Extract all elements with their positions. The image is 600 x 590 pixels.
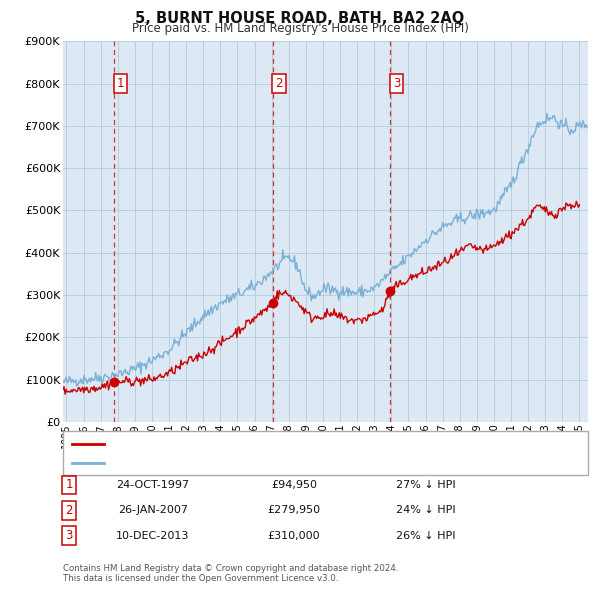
Text: 1: 1 <box>65 478 73 491</box>
Text: 24-OCT-1997: 24-OCT-1997 <box>116 480 190 490</box>
Text: 2: 2 <box>275 77 283 90</box>
Text: 5, BURNT HOUSE ROAD, BATH, BA2 2AQ (detached house): 5, BURNT HOUSE ROAD, BATH, BA2 2AQ (deta… <box>110 439 414 449</box>
Text: Contains HM Land Registry data © Crown copyright and database right 2024.
This d: Contains HM Land Registry data © Crown c… <box>63 563 398 583</box>
Text: 3: 3 <box>393 77 400 90</box>
Text: 1: 1 <box>117 77 125 90</box>
Text: £279,950: £279,950 <box>268 506 320 515</box>
Text: £94,950: £94,950 <box>271 480 317 490</box>
Text: 2: 2 <box>65 504 73 517</box>
Text: 24% ↓ HPI: 24% ↓ HPI <box>396 506 455 515</box>
Text: 26-JAN-2007: 26-JAN-2007 <box>118 506 188 515</box>
Text: 3: 3 <box>65 529 73 542</box>
Text: 26% ↓ HPI: 26% ↓ HPI <box>396 531 455 540</box>
Text: 27% ↓ HPI: 27% ↓ HPI <box>396 480 455 490</box>
Text: HPI: Average price, detached house, Bath and North East Somerset: HPI: Average price, detached house, Bath… <box>110 458 461 467</box>
Text: 10-DEC-2013: 10-DEC-2013 <box>116 531 190 540</box>
Text: Price paid vs. HM Land Registry's House Price Index (HPI): Price paid vs. HM Land Registry's House … <box>131 22 469 35</box>
Text: 5, BURNT HOUSE ROAD, BATH, BA2 2AQ: 5, BURNT HOUSE ROAD, BATH, BA2 2AQ <box>136 11 464 25</box>
Text: £310,000: £310,000 <box>268 531 320 540</box>
